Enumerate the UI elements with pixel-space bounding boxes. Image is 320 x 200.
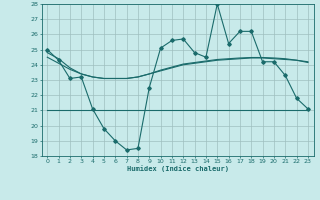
X-axis label: Humidex (Indice chaleur): Humidex (Indice chaleur) xyxy=(127,166,228,172)
